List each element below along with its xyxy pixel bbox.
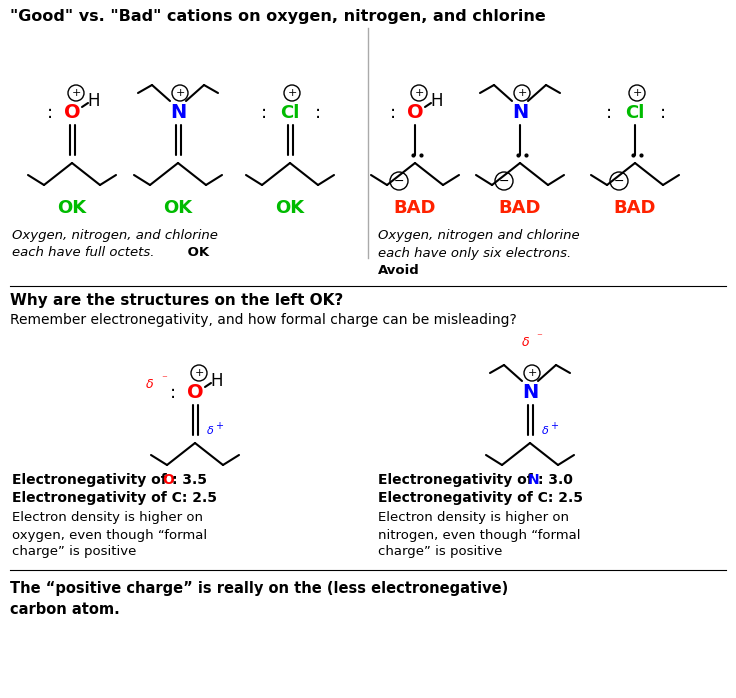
Text: δ: δ (542, 426, 549, 436)
Text: BAD: BAD (394, 199, 436, 217)
Text: N: N (522, 383, 538, 403)
Text: +: + (175, 88, 185, 98)
Text: −: − (614, 175, 624, 188)
Text: ⁻: ⁻ (161, 374, 167, 384)
Text: Cl: Cl (280, 104, 300, 122)
Text: Why are the structures on the left OK?: Why are the structures on the left OK? (10, 293, 343, 309)
Text: N: N (170, 103, 186, 123)
Text: +: + (194, 368, 204, 378)
Text: H: H (210, 372, 223, 390)
Text: BAD: BAD (614, 199, 657, 217)
Text: N: N (512, 103, 528, 123)
Text: :: : (606, 104, 612, 122)
Text: oxygen, even though “formal: oxygen, even though “formal (12, 528, 207, 542)
Text: δ: δ (207, 426, 213, 436)
Text: The “positive charge” is really on the (less electronegative): The “positive charge” is really on the (… (10, 581, 509, 595)
Text: Electronegativity of C: 2.5: Electronegativity of C: 2.5 (12, 491, 217, 505)
Text: −: − (394, 175, 404, 188)
Text: Oxygen, nitrogen, and chlorine: Oxygen, nitrogen, and chlorine (12, 230, 218, 242)
Text: :: : (660, 104, 666, 122)
Text: Electronegativity of: Electronegativity of (378, 473, 537, 487)
Text: : 3.5: : 3.5 (172, 473, 207, 487)
Text: carbon atom.: carbon atom. (10, 602, 120, 618)
Text: δ: δ (146, 378, 153, 392)
Text: :: : (47, 104, 53, 122)
Text: Electronegativity of C: 2.5: Electronegativity of C: 2.5 (378, 491, 583, 505)
Text: O: O (187, 383, 203, 403)
Text: +: + (517, 88, 527, 98)
Text: Avoid: Avoid (378, 264, 420, 276)
Text: ⁻: ⁻ (536, 332, 542, 342)
Text: +: + (215, 421, 223, 431)
Text: OK: OK (275, 199, 305, 217)
Text: N: N (528, 473, 539, 487)
Text: BAD: BAD (499, 199, 541, 217)
Text: +: + (414, 88, 424, 98)
Text: charge” is positive: charge” is positive (12, 546, 136, 558)
Text: : 3.0: : 3.0 (538, 473, 573, 487)
Text: Remember electronegativity, and how formal charge can be misleading?: Remember electronegativity, and how form… (10, 313, 517, 327)
Text: O: O (162, 473, 174, 487)
Text: Electron density is higher on: Electron density is higher on (12, 512, 203, 524)
Text: OK: OK (57, 199, 87, 217)
Text: nitrogen, even though “formal: nitrogen, even though “formal (378, 528, 581, 542)
Text: :: : (315, 104, 321, 122)
Text: Oxygen, nitrogen and chlorine: Oxygen, nitrogen and chlorine (378, 230, 580, 242)
Text: charge” is positive: charge” is positive (378, 546, 503, 558)
Text: Cl: Cl (626, 104, 645, 122)
Text: +: + (550, 421, 558, 431)
Text: H: H (88, 92, 100, 110)
Text: O: O (407, 103, 423, 123)
Text: +: + (632, 88, 642, 98)
Text: +: + (287, 88, 297, 98)
Text: δ: δ (522, 336, 530, 350)
Text: +: + (71, 88, 81, 98)
Text: Electron density is higher on: Electron density is higher on (378, 512, 569, 524)
Text: Electronegativity of: Electronegativity of (12, 473, 171, 487)
Text: +: + (527, 368, 537, 378)
Text: :: : (261, 104, 267, 122)
Text: :: : (390, 104, 396, 122)
Text: each have full octets.: each have full octets. (12, 246, 155, 260)
Text: H: H (431, 92, 443, 110)
Text: OK: OK (163, 199, 193, 217)
Text: each have only six electrons.: each have only six electrons. (378, 246, 571, 260)
Text: O: O (64, 103, 80, 123)
Text: OK: OK (183, 246, 209, 260)
Text: −: − (499, 175, 509, 188)
Text: :: : (170, 384, 176, 402)
Text: "Good" vs. "Bad" cations on oxygen, nitrogen, and chlorine: "Good" vs. "Bad" cations on oxygen, nitr… (10, 8, 546, 24)
